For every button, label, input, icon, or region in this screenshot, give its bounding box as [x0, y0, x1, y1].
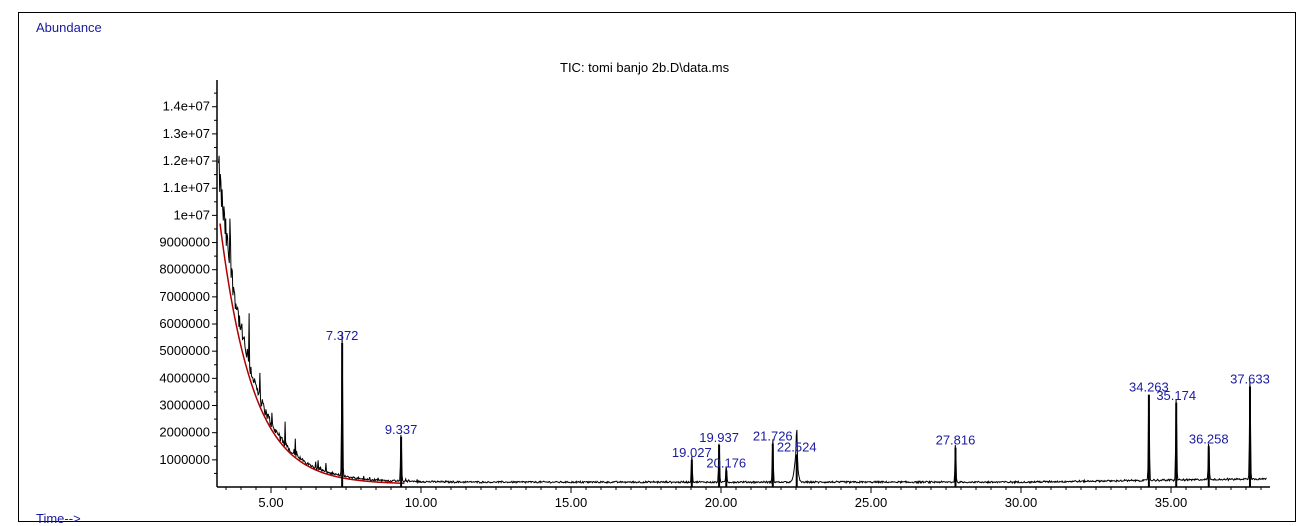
x-tick-label: 5.00: [258, 495, 283, 510]
x-tick-label: 20.00: [705, 495, 738, 510]
baseline-curve: [219, 223, 405, 485]
peak-label: 9.337: [385, 422, 418, 437]
tic-trace: [218, 155, 1267, 485]
peak-label: 36.258: [1189, 431, 1229, 446]
axes: 1000000 2000000 3000000 4000000 5000000 60000…: [159, 80, 1270, 510]
x-tick-label: 15.00: [555, 495, 588, 510]
peak-label: 20.176: [706, 456, 746, 471]
peak-label: 7.372: [326, 328, 359, 343]
y-tick-label: 1.3e+07: [163, 126, 210, 141]
peak-label: 19.027: [672, 445, 712, 460]
y-tick-label: 2000000: [159, 425, 210, 440]
peak-label: 19.937: [699, 430, 739, 445]
y-tick-label: 1e+07: [173, 207, 210, 222]
y-tick-label: 1.1e+07: [163, 180, 210, 195]
y-tick-label: 1.2e+07: [163, 153, 210, 168]
x-axis-label: Time-->: [36, 511, 81, 526]
y-tick-label: 8000000: [159, 262, 210, 277]
peak-label: 37.633: [1230, 372, 1270, 387]
x-tick-label: 10.00: [405, 495, 438, 510]
x-tick-label: 30.00: [1005, 495, 1038, 510]
peak-label: 34.263: [1129, 380, 1169, 395]
y-axis-label: Abundance: [36, 20, 102, 35]
y-tick-label: 1.4e+07: [163, 99, 210, 114]
y-tick-label: 7000000: [159, 289, 210, 304]
y-tick-label: 5000000: [159, 343, 210, 358]
y-tick-label: 1000000: [159, 452, 210, 467]
peak-label: 35.174: [1156, 388, 1196, 403]
y-tick-label: 6000000: [159, 316, 210, 331]
y-tick-label: 3000000: [159, 398, 210, 413]
y-tick-label: 4000000: [159, 370, 210, 385]
y-tick-label: 9000000: [159, 235, 210, 250]
tic-line: [218, 155, 1267, 485]
peak-label: 22.524: [777, 439, 817, 454]
x-tick-label: 25.00: [855, 495, 888, 510]
chart-title: TIC: tomi banjo 2b.D\data.ms: [560, 60, 730, 75]
peak-label: 27.816: [936, 433, 976, 448]
peak-label: 21.726: [753, 429, 793, 444]
x-tick-label: 35.00: [1155, 495, 1188, 510]
